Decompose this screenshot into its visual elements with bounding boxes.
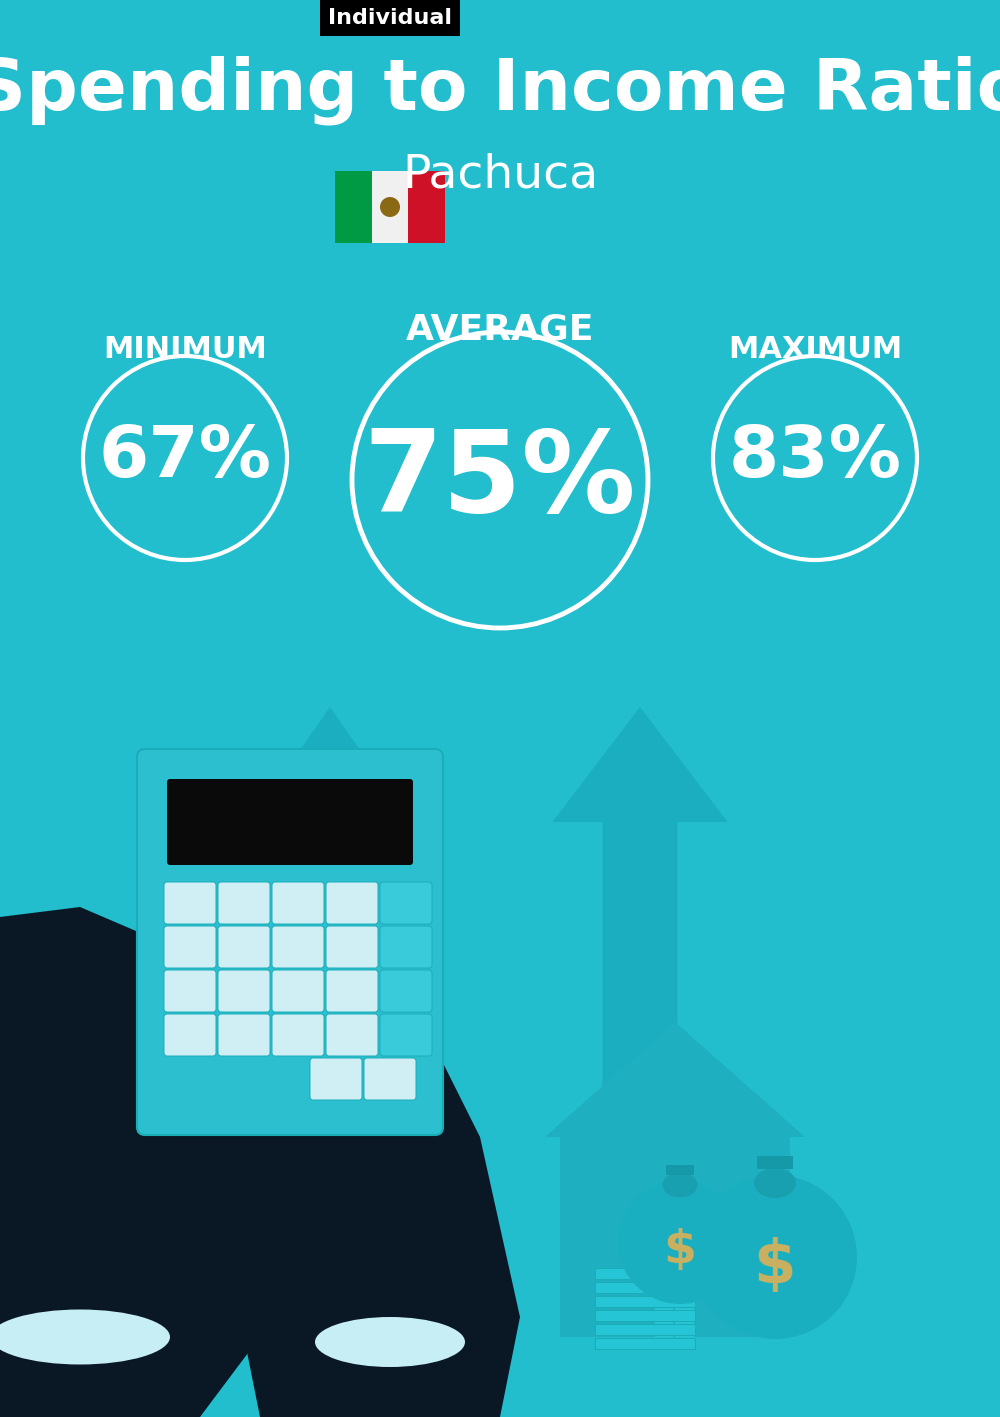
Bar — [595, 1338, 695, 1349]
FancyBboxPatch shape — [218, 1015, 270, 1056]
Ellipse shape — [0, 1309, 170, 1365]
FancyBboxPatch shape — [164, 925, 216, 968]
FancyBboxPatch shape — [272, 971, 324, 1012]
Polygon shape — [268, 707, 392, 1127]
FancyBboxPatch shape — [326, 881, 378, 924]
Bar — [372, 171, 408, 242]
Ellipse shape — [662, 1172, 698, 1197]
Text: $: $ — [754, 1237, 796, 1297]
Bar — [408, 171, 445, 242]
FancyBboxPatch shape — [364, 1058, 416, 1100]
Polygon shape — [230, 937, 520, 1417]
Text: 67%: 67% — [98, 424, 272, 493]
FancyBboxPatch shape — [164, 881, 216, 924]
FancyBboxPatch shape — [272, 925, 324, 968]
Bar — [335, 171, 372, 242]
FancyBboxPatch shape — [164, 971, 216, 1012]
Text: AVERAGE: AVERAGE — [406, 313, 594, 347]
Bar — [595, 1309, 695, 1321]
FancyBboxPatch shape — [326, 971, 378, 1012]
Text: MAXIMUM: MAXIMUM — [728, 336, 902, 364]
FancyBboxPatch shape — [164, 1015, 216, 1056]
FancyBboxPatch shape — [380, 925, 432, 968]
FancyBboxPatch shape — [218, 925, 270, 968]
FancyBboxPatch shape — [326, 1015, 378, 1056]
Text: Spending to Income Ratio: Spending to Income Ratio — [0, 55, 1000, 125]
Circle shape — [618, 1180, 742, 1304]
Text: MINIMUM: MINIMUM — [103, 336, 267, 364]
Text: 83%: 83% — [728, 424, 902, 493]
Text: Pachuca: Pachuca — [402, 153, 598, 197]
Polygon shape — [545, 1022, 805, 1136]
Text: 75%: 75% — [364, 425, 636, 536]
FancyBboxPatch shape — [167, 779, 413, 864]
Bar — [595, 1282, 695, 1292]
Bar — [675, 1247, 694, 1338]
FancyBboxPatch shape — [218, 881, 270, 924]
FancyBboxPatch shape — [218, 971, 270, 1012]
FancyBboxPatch shape — [137, 750, 443, 1135]
Bar — [666, 1165, 694, 1175]
Bar — [655, 1247, 673, 1338]
FancyBboxPatch shape — [380, 971, 432, 1012]
Bar — [595, 1297, 695, 1306]
Ellipse shape — [315, 1316, 465, 1367]
FancyBboxPatch shape — [380, 881, 432, 924]
Ellipse shape — [754, 1168, 796, 1197]
FancyBboxPatch shape — [326, 925, 378, 968]
Text: $: $ — [664, 1227, 696, 1272]
FancyBboxPatch shape — [272, 1015, 324, 1056]
Text: Individual: Individual — [328, 9, 452, 28]
Polygon shape — [0, 907, 310, 1417]
Bar — [595, 1268, 695, 1280]
Circle shape — [380, 197, 400, 217]
Polygon shape — [552, 707, 728, 1237]
Bar — [757, 1156, 793, 1169]
FancyBboxPatch shape — [272, 881, 324, 924]
FancyBboxPatch shape — [310, 1058, 362, 1100]
Circle shape — [693, 1175, 857, 1339]
Bar — [595, 1323, 695, 1335]
FancyBboxPatch shape — [380, 1015, 432, 1056]
Bar — [560, 1136, 790, 1338]
Bar — [703, 1083, 731, 1136]
